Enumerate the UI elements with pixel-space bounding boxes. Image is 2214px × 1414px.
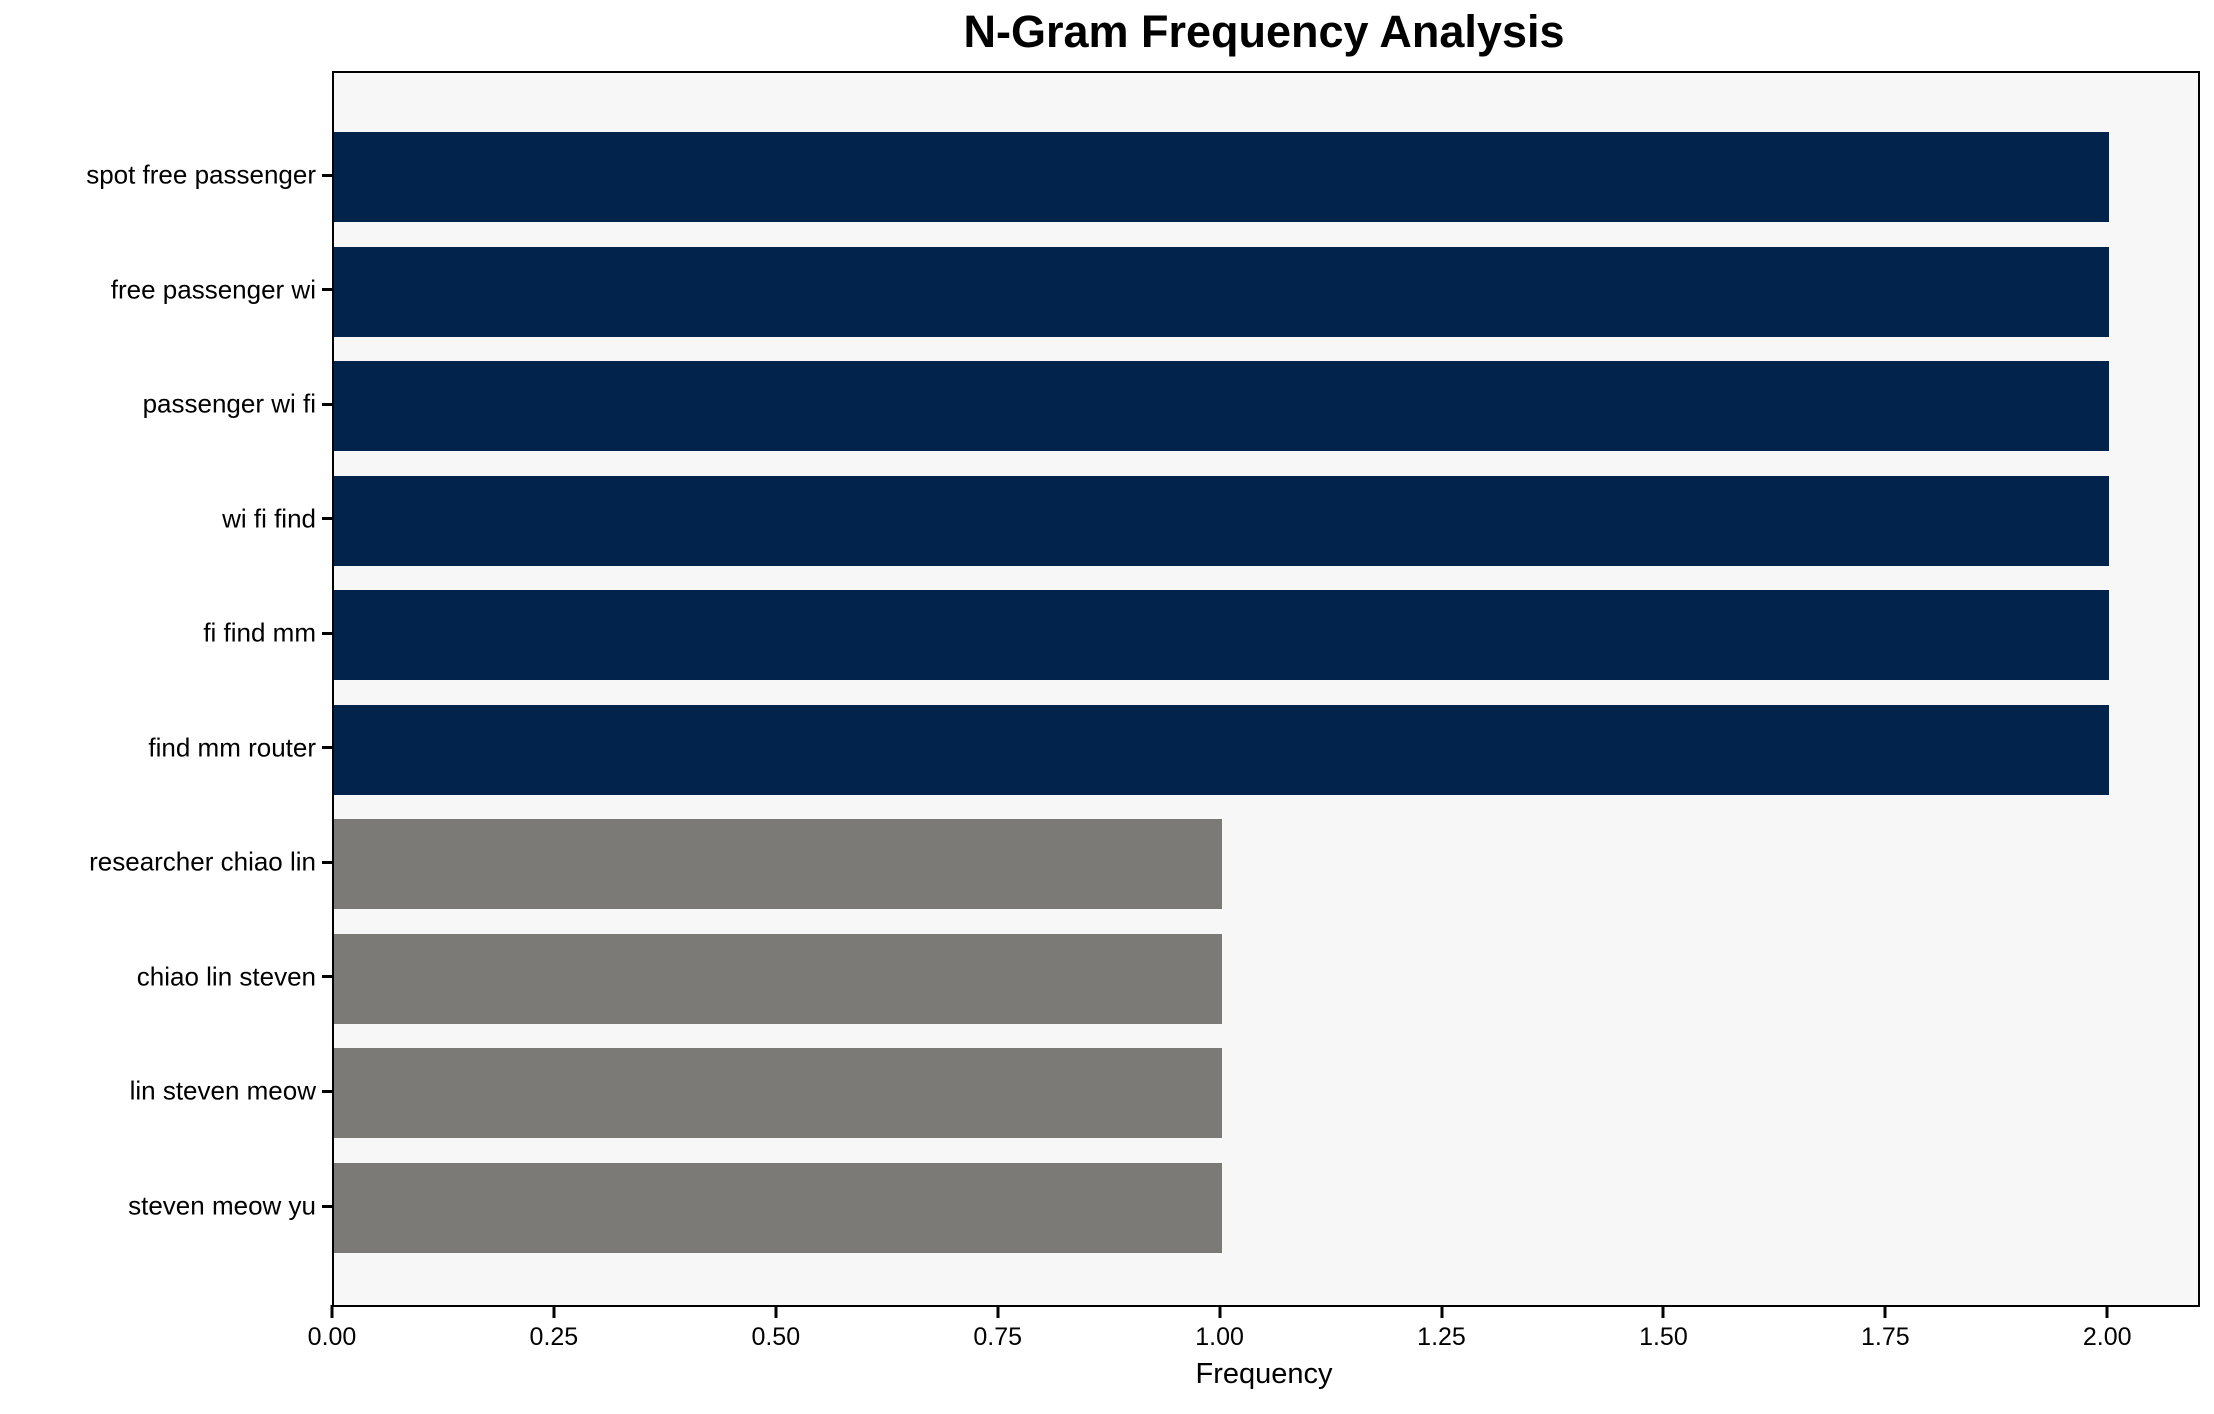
x-tick-label: 0.75 [973, 1323, 1023, 1351]
bar [334, 475, 2110, 566]
x-tick-label: 1.75 [1860, 1323, 1910, 1351]
y-tick [322, 860, 332, 864]
y-tick-label: spot free passenger [86, 159, 316, 190]
x-axis: 0.00 0.25 0.50 0.75 1.00 1.25 1.50 1.75 2.00 [308, 1305, 2196, 1414]
y-axis: spot free passenger free passenger wi pass… [0, 71, 332, 1303]
x-tick [1661, 1305, 1665, 1318]
bar [334, 933, 1222, 1024]
y-tick-label: passenger wi fi [142, 388, 316, 419]
y-tick [322, 173, 332, 177]
bar [334, 590, 2110, 681]
x-tick-label: 1.00 [1195, 1323, 1244, 1351]
x-tick-label: 0.50 [751, 1323, 801, 1351]
x-axis-label: Frequency [1195, 1358, 1333, 1390]
y-tick-label: free passenger wi [110, 274, 316, 305]
bar [334, 819, 1222, 910]
x-tick [1440, 1305, 1444, 1318]
y-tick [322, 288, 332, 292]
x-tick [774, 1305, 778, 1318]
y-tick [322, 517, 332, 521]
x-tick [552, 1305, 556, 1318]
x-tick-label: 0.00 [307, 1323, 357, 1351]
bar [334, 1163, 1222, 1254]
bar [334, 361, 2110, 452]
y-tick-label: wi fi find [222, 503, 316, 534]
x-tick [330, 1305, 334, 1318]
y-tick-label: steven meow yu [128, 1190, 316, 1221]
x-tick-label: 0.25 [529, 1323, 579, 1351]
y-tick-label: researcher chiao lin [89, 846, 316, 877]
bar [334, 132, 2110, 222]
y-tick [322, 631, 332, 635]
chart-title: N-Gram Frequency Analysis [963, 6, 1565, 57]
y-tick [322, 1204, 332, 1208]
y-tick-label: fi find mm [203, 617, 316, 648]
x-tick [1883, 1305, 1887, 1318]
y-tick-label: chiao lin steven [136, 961, 316, 992]
x-tick [996, 1305, 1000, 1318]
x-tick [2105, 1305, 2109, 1318]
y-tick [322, 402, 332, 406]
x-tick-label: 2.00 [2082, 1323, 2132, 1351]
bar [334, 1048, 1222, 1139]
y-tick-label: find mm router [148, 732, 316, 763]
y-tick [322, 746, 332, 750]
plot-area [332, 71, 2200, 1307]
bar [334, 246, 2110, 337]
x-tick-label: 1.25 [1417, 1323, 1466, 1351]
y-tick [322, 975, 332, 979]
y-tick-label: lin steven meow [129, 1075, 316, 1106]
x-tick [1218, 1305, 1222, 1318]
x-tick-label: 1.50 [1639, 1323, 1688, 1351]
y-tick [322, 1089, 332, 1093]
bar [334, 704, 2110, 795]
